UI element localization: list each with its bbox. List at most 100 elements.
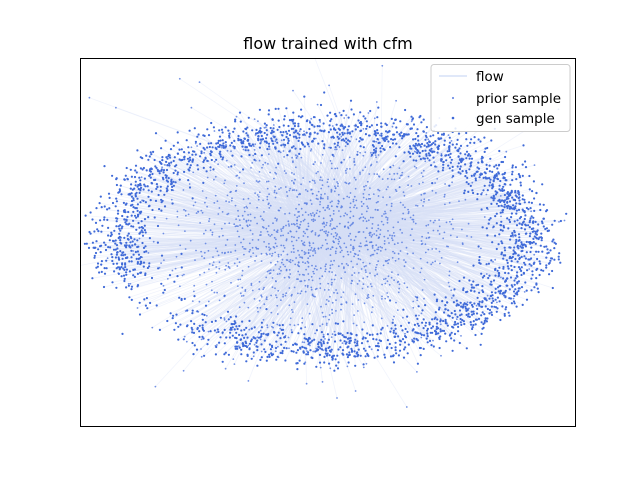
flow-line [124,164,535,282]
prior-sample-point [448,201,451,204]
prior-sample-point [486,294,489,297]
prior-sample-point [317,170,319,173]
gen-sample-point [501,160,505,164]
gen-sample-point [347,116,350,119]
flow-line [216,153,427,294]
flow-line [296,190,486,300]
prior-sample-point [438,219,440,221]
gen-sample-point [143,229,146,232]
prior-sample-point [218,299,221,302]
gen-sample-point [541,250,544,253]
flow-line [271,130,324,335]
flow-line [266,150,377,298]
flow-line [214,209,376,331]
flow-line [318,130,435,250]
flow-line [277,163,329,249]
prior-sample-point [249,202,251,205]
flow-line [179,78,501,292]
gen-sample-point [128,260,131,263]
gen-sample-point [164,174,167,177]
gen-sample-point [329,146,332,149]
prior-sample-point [207,300,210,303]
gen-sample-point [268,145,271,148]
gen-sample-point [421,149,424,153]
prior-sample-point [461,243,464,246]
gen-sample-point [263,348,266,351]
gen-sample-point [203,354,206,357]
gen-sample-point [422,118,425,121]
gen-sample-point [100,270,103,273]
flow-line [298,119,397,267]
prior-sample-point [304,211,307,214]
prior-sample-point [277,289,280,292]
gen-sample-point [262,332,265,335]
gen-sample-point [244,127,247,130]
prior-sample-point [179,285,181,288]
gen-sample-point [177,325,180,328]
prior-sample-point [425,132,428,134]
gen-sample-point [362,115,365,118]
prior-sample-point [330,260,332,262]
prior-sample-point [201,255,203,258]
prior-sample-point [383,213,385,215]
gen-sample-point [462,276,466,279]
gen-sample-point [252,336,255,339]
prior-sample-point [371,247,374,249]
flow-line [308,134,395,264]
flow-line [128,211,409,287]
gen-sample-point [334,333,337,336]
gen-sample-point [225,336,228,339]
gen-sample-point [237,134,240,138]
prior-sample-point [371,306,374,308]
gen-sample-point [542,225,545,228]
gen-sample-point [85,242,88,245]
prior-sample-point [256,194,259,196]
gen-sample-point [517,190,520,193]
gen-sample-point [376,349,380,352]
gen-sample-point [290,331,294,334]
gen-sample-point [502,208,505,212]
gen-sample-point [522,144,525,147]
prior-sample-point [176,216,179,218]
flow-line [291,223,540,262]
gen-sample-point [100,263,103,266]
flow-line [317,139,379,350]
gen-sample-point [505,259,508,262]
gen-sample-point [359,145,362,148]
flow-line [215,185,500,249]
flow-line [222,139,340,267]
gen-sample-point [421,309,424,312]
prior-sample-point [280,228,282,231]
flow-line [125,205,424,288]
gen-sample-point [273,136,276,139]
prior-sample-point [297,270,300,273]
gen-sample-point [250,327,253,330]
flow-line [260,201,525,236]
flow-line [273,178,384,324]
gen-sample-point [287,137,290,140]
flow-line [172,181,453,317]
prior-sample-point [406,252,409,255]
gen-sample-point [400,131,403,134]
gen-sample-point [143,177,146,180]
gen-sample-point [115,200,118,203]
flow-line [237,205,507,232]
prior-sample-point [236,230,239,233]
flow-line [268,110,316,334]
gen-sample-point [188,129,191,132]
prior-sample-point [362,202,365,205]
prior-sample-point [343,267,345,270]
prior-sample-point [204,201,206,204]
flow-line [199,81,513,304]
gen-sample-point [507,193,510,196]
prior-sample-point [210,289,213,292]
prior-sample-point [293,182,295,185]
gen-sample-point [488,312,491,315]
flow-line [301,209,520,242]
gen-sample-point [305,353,308,356]
prior-sample-point [274,217,277,220]
gen-sample-point [379,332,382,335]
prior-sample-point [393,315,395,318]
gen-sample-point [530,277,533,280]
prior-sample-point [382,223,385,226]
